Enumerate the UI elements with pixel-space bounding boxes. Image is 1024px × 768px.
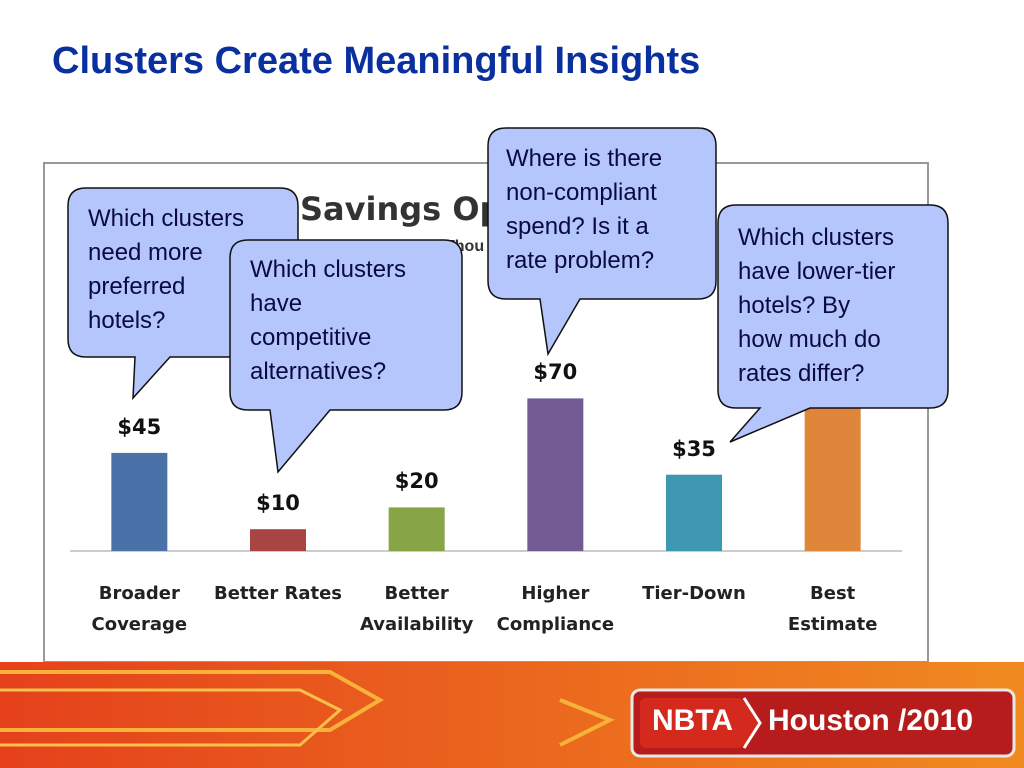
slide-title: Clusters Create Meaningful Insights (52, 40, 701, 82)
x-tick-label: Best Estimate (787, 583, 878, 635)
x-tick-label: Better Rates (213, 583, 343, 604)
bar (527, 398, 584, 551)
chevron (0, 688, 343, 747)
x-tick-label: Broader Coverage (91, 583, 188, 635)
callout-bubble (717, 204, 949, 443)
chart-title: Savings Op (300, 190, 503, 228)
x-tick-label: Higher Compliance (496, 583, 615, 635)
callout-bubble (229, 239, 463, 474)
logo-badge (640, 698, 744, 748)
data-label: $70 (533, 360, 578, 385)
data-label: $20 (394, 469, 439, 494)
bar (111, 452, 168, 551)
x-tick-label: Tier-Down (642, 583, 746, 604)
data-label: $10 (256, 491, 300, 516)
callout-text: Which clusters have lower-tier hotels? B… (738, 224, 896, 387)
callout-bubble (487, 127, 717, 357)
chevron (0, 670, 384, 732)
bar (388, 507, 445, 551)
callout-text: Which clusters need more preferred hotel… (88, 205, 245, 334)
logo-text: /2010 (898, 704, 974, 737)
logo-text: NBTA (652, 704, 734, 737)
data-label: $35 (672, 436, 716, 461)
bar (250, 529, 306, 551)
callout-text: Which clusters have competitive alternat… (250, 256, 407, 385)
logo-arrow (742, 697, 762, 749)
x-tick-label: Better Availability (359, 583, 474, 635)
logo-text: Houston (768, 704, 890, 737)
callout-text: Where is there non-compliant spend? Is i… (506, 145, 663, 274)
chevron (559, 698, 615, 747)
bar (666, 474, 722, 551)
data-label: $45 (117, 414, 162, 439)
